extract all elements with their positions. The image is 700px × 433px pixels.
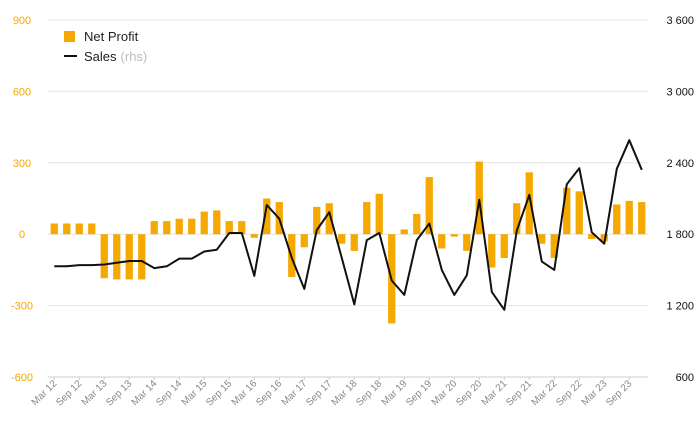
right-axis-tick-label: 3 000 <box>666 86 694 98</box>
net-profit-bar <box>313 206 321 235</box>
net-profit-bar <box>400 229 408 235</box>
net-profit-bar <box>575 191 583 235</box>
net-profit-bar <box>325 203 333 235</box>
left-axis-tick-label: 0 <box>19 229 25 241</box>
x-axis-tick-label: Sep 18 <box>354 378 384 408</box>
x-axis-tick-label: Mar 20 <box>430 378 460 408</box>
x-axis-tick-label: Mar 18 <box>330 378 360 408</box>
x-axis-tick-label: Sep 22 <box>554 378 584 408</box>
x-axis-tick-label: Mar 13 <box>80 378 110 408</box>
left-axis-tick-label: 900 <box>13 15 31 27</box>
x-axis-tick-label: Sep 21 <box>504 378 534 408</box>
legend-item-net-profit: Net Profit <box>64 26 147 46</box>
net-profit-bar <box>413 213 421 235</box>
net-profit-bar <box>463 234 471 251</box>
net-profit-bar <box>525 172 533 235</box>
legend-label-sales: Sales <box>84 48 117 64</box>
net-profit-bar <box>125 234 133 280</box>
x-axis-tick-label: Sep 15 <box>204 378 234 408</box>
net-profit-bar <box>500 234 508 258</box>
x-axis-tick-label: Sep 14 <box>154 378 184 408</box>
net-profit-bar <box>63 223 71 235</box>
x-axis-tick-label: Sep 16 <box>254 378 284 408</box>
net-profit-bar <box>150 221 158 235</box>
x-axis-tick-label: Mar 23 <box>580 378 610 408</box>
net-profit-bar <box>338 234 346 244</box>
net-profit-bar <box>188 218 196 235</box>
sales-line <box>54 139 643 311</box>
net-profit-bar <box>488 234 496 268</box>
x-axis-tick-label: Sep 20 <box>454 378 484 408</box>
net-profit-bar <box>625 200 633 235</box>
x-axis-tick-label: Mar 22 <box>530 378 560 408</box>
net-profit-bar <box>375 193 383 235</box>
x-axis-tick-label: Sep 13 <box>104 378 134 408</box>
left-axis-tick-label: 300 <box>13 158 31 170</box>
x-axis-tick-label: Mar 17 <box>280 378 310 408</box>
net-profit-bar <box>550 234 558 258</box>
net-profit-bar <box>238 221 246 235</box>
x-axis-tick-label: Sep 12 <box>54 378 84 408</box>
right-axis-tick-label: 2 400 <box>666 158 694 170</box>
net-profit-bar <box>613 204 621 235</box>
legend: Net Profit Sales (rhs) <box>64 26 147 66</box>
left-axis-tick-label: 600 <box>13 86 31 98</box>
left-axis-tick-label: -600 <box>11 372 33 384</box>
right-axis-tick-label: 1 800 <box>666 229 694 241</box>
x-axis-tick-label: Sep 23 <box>604 378 634 408</box>
net-profit-bar <box>450 234 458 237</box>
x-axis-tick-label: Mar 14 <box>130 378 160 408</box>
net-profit-bar <box>513 203 521 235</box>
net-profit-bar <box>600 234 608 242</box>
net-profit-bar <box>475 161 483 235</box>
x-axis-tick-label: Sep 17 <box>304 378 334 408</box>
net-profit-bar <box>588 234 596 239</box>
x-axis-tick-label: Mar 12 <box>30 378 60 408</box>
net-profit-bar <box>263 198 271 235</box>
net-profit-bar <box>100 234 108 279</box>
x-axis-tick-label: Mar 19 <box>380 378 410 408</box>
legend-label-net-profit: Net Profit <box>84 28 139 44</box>
net-profit-bar <box>250 234 258 238</box>
net-profit-bar <box>438 234 446 249</box>
net-profit-bar <box>88 223 96 235</box>
net-profit-bar <box>175 218 183 235</box>
legend-line-swatch <box>64 55 77 57</box>
net-profit-bar <box>200 211 208 235</box>
left-axis-tick-label: -300 <box>11 301 33 313</box>
legend-item-sales: Sales (rhs) <box>64 46 147 66</box>
net-profit-bar <box>113 234 121 280</box>
right-axis-tick-label: 3 600 <box>666 15 694 27</box>
net-profit-bar <box>75 223 83 235</box>
net-profit-bar <box>138 234 146 280</box>
net-profit-bar <box>563 187 571 235</box>
net-profit-bar <box>213 210 221 235</box>
right-axis-tick-label: 600 <box>676 372 694 384</box>
legend-label-rhs-suffix: (rhs) <box>120 48 148 64</box>
x-axis-tick-label: Mar 16 <box>230 378 260 408</box>
net-profit-bar <box>363 202 371 235</box>
x-axis-tick-label: Mar 21 <box>480 378 510 408</box>
net-profit-bar <box>300 234 308 248</box>
net-profit-bar <box>163 221 171 235</box>
net-profit-bar <box>350 234 358 251</box>
x-axis-tick-label: Sep 19 <box>404 378 434 408</box>
net-profit-bar <box>638 202 646 235</box>
net-profit-bar <box>225 221 233 235</box>
net-profit-bar <box>425 177 433 235</box>
net-profit-bar <box>538 234 546 244</box>
legend-bar-swatch <box>64 30 75 42</box>
right-axis-tick-label: 1 200 <box>666 301 694 313</box>
net-profit-bar <box>50 223 58 235</box>
x-axis-tick-label: Mar 15 <box>180 378 210 408</box>
